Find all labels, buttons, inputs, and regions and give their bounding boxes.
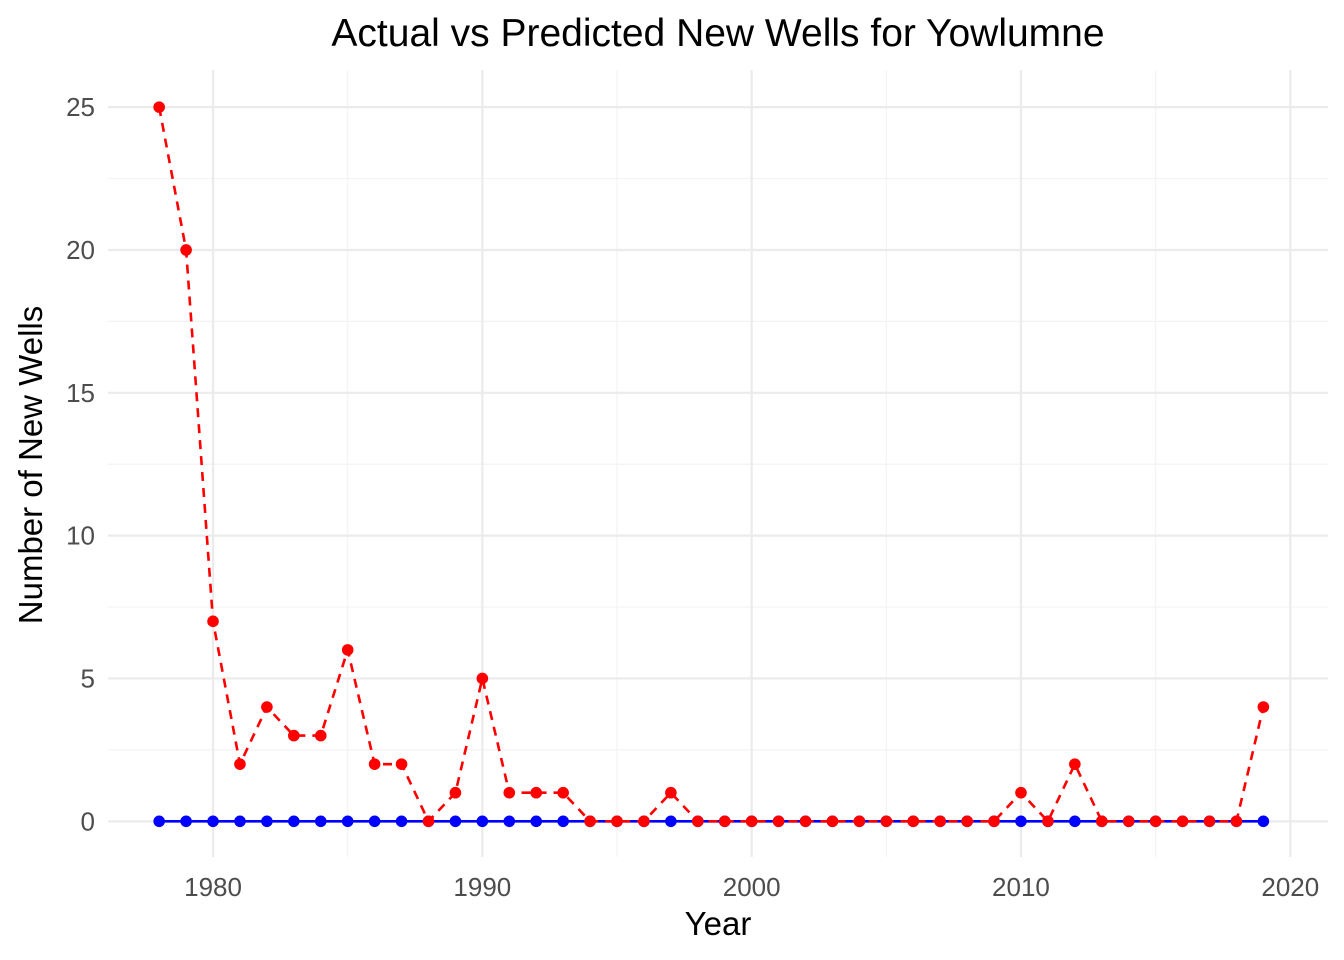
series-1-point [261,701,273,713]
series-1-point [799,815,812,828]
series-0-point [1069,815,1081,828]
x-tick-label: 2010 [992,872,1050,902]
series-1-point [207,615,219,628]
series-1-point [368,758,381,770]
series-1-point [314,729,327,742]
y-axis-title: Number of New Wells [12,306,49,624]
series-0-point [665,815,677,828]
series-0-point [314,815,327,828]
series-1-point [745,815,758,828]
x-tick-label: 2000 [723,872,781,902]
y-tick-label: 0 [81,806,95,836]
series-0-point [530,815,543,828]
series-1-point [1042,815,1054,828]
y-tick-label: 5 [81,663,95,693]
series-1-point [503,786,516,799]
series-0-point [1015,815,1027,828]
series-1-line [157,106,1265,824]
series-0-point [1257,815,1270,828]
series-1-point [1176,815,1189,828]
series-1-point [692,815,704,828]
series-1-point [234,758,246,770]
series-1-point [422,815,435,828]
series-0-point [476,815,489,828]
series-1-point [288,729,300,742]
series-1-point [557,786,569,799]
y-tick-label: 10 [66,521,95,551]
series-0-point [341,815,354,828]
y-tick-label: 25 [66,92,95,122]
series-1-point [1230,815,1243,828]
series-1-point [611,815,623,828]
series-0-point [449,815,462,828]
grid [108,70,1328,857]
series-1-point [476,672,489,685]
series-1-point [1095,815,1108,828]
series-0-point [153,815,165,828]
series-1-point [1015,786,1027,799]
series-layer [153,101,1270,828]
chart-title: Actual vs Predicted New Wells for Yowlum… [331,12,1104,55]
y-tick-label: 20 [66,235,95,265]
series-1-point [1257,701,1270,713]
series-1-point [826,815,839,828]
x-tick-label: 2020 [1261,872,1319,902]
series-0-point [557,815,569,828]
series-0-point [288,815,300,828]
series-1-point [907,815,920,828]
x-tick-label: 1990 [453,872,511,902]
series-0-point [368,815,381,828]
series-1-point [395,758,408,770]
series-1-point [853,815,866,828]
tick-labels: 1980 1990 2000 2010 2020 0 5 10 15 20 25 [66,92,1319,902]
series-0-point [395,815,408,828]
series-1-point [638,815,650,828]
series-1-point [772,815,785,828]
series-1-point [1203,815,1216,828]
series-1-point [1149,815,1162,828]
series-1-point [1069,758,1081,770]
series-1-point [153,101,165,113]
x-tick-label: 1980 [184,872,242,902]
series-1-point [961,815,973,828]
series-1-point [449,786,462,799]
series-1-point [1122,815,1135,828]
series-0-point [180,815,192,828]
series-1-point [934,815,946,828]
series-1-point [665,786,677,799]
series-1-point [530,786,543,799]
series-0-point [261,815,273,828]
series-1-point [880,815,893,828]
x-axis-title: Year [685,905,752,942]
series-0-point [234,815,246,828]
y-tick-label: 15 [66,378,95,408]
series-1-point [718,815,731,828]
series-1-point [180,244,192,256]
series-0-point [207,815,219,828]
series-1-point [584,815,596,828]
series-1-point [341,644,354,656]
series-1-point [988,815,1000,828]
series-0-point [503,815,516,828]
